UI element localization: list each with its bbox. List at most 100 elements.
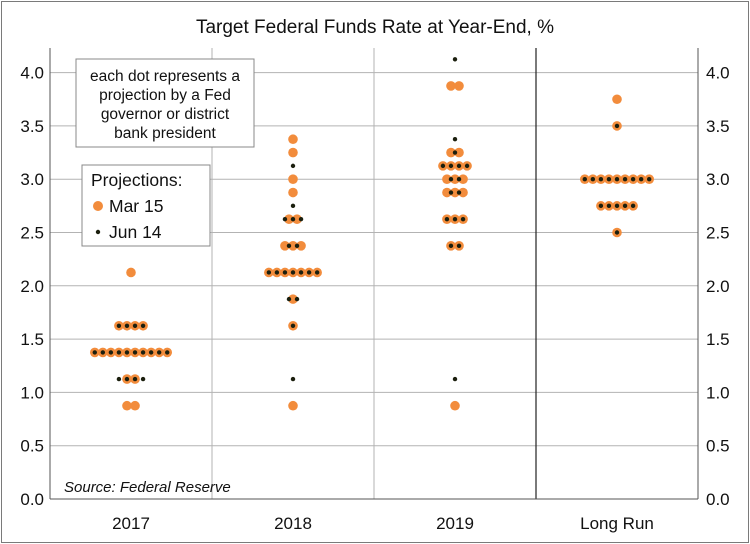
dot-jun-14 <box>452 150 458 155</box>
dot-mar-15 <box>126 267 136 278</box>
dot-jun-14 <box>298 216 304 222</box>
dot-jun-14 <box>286 243 292 249</box>
dot-jun-14 <box>614 177 620 182</box>
y-tick-label-left: 3.0 <box>20 170 44 189</box>
dot-jun-14 <box>630 203 636 209</box>
dot-mar-15 <box>458 174 468 184</box>
dot-mar-15 <box>454 81 464 91</box>
y-tick-label-right: 1.5 <box>706 330 730 349</box>
dot-jun-14 <box>456 163 462 169</box>
y-tick-label-left: 1.0 <box>20 383 44 402</box>
dot-jun-14 <box>630 177 636 182</box>
dot-jun-14 <box>614 230 620 235</box>
dot-mar-15 <box>292 214 302 224</box>
dot-jun-14 <box>124 323 130 328</box>
dot-jun-14 <box>290 376 296 382</box>
dot-jun-14 <box>306 270 312 275</box>
legend-label-mar-15: Mar 15 <box>109 196 163 216</box>
dot-jun-14 <box>124 350 130 355</box>
dot-jun-14 <box>290 163 296 169</box>
dot-mar-15 <box>288 294 298 304</box>
annotation-border <box>75 58 255 148</box>
dot-jun-14 <box>590 177 596 182</box>
dot-jun-14 <box>464 163 470 169</box>
legend-marker-jun-14 <box>95 229 101 235</box>
dot-mar-15 <box>450 187 460 198</box>
legend-marker-mar-15 <box>93 201 103 211</box>
dot-jun-14 <box>440 163 446 169</box>
x-tick-label: Long Run <box>580 514 654 533</box>
y-tick-label-right: 3.0 <box>706 170 730 189</box>
dot-jun-14 <box>448 177 454 182</box>
dot-mar-15 <box>130 400 140 411</box>
dot-jun-14 <box>165 350 170 355</box>
dot-mar-15 <box>296 241 306 251</box>
dot-jun-14 <box>452 137 458 142</box>
dot-mar-15 <box>446 81 456 91</box>
y-tick-label-right: 0.5 <box>706 437 730 456</box>
y-tick-label-left: 0.0 <box>20 490 44 509</box>
dot-mar-15 <box>442 187 452 198</box>
dot-jun-14 <box>456 190 462 195</box>
dot-jun-14 <box>614 203 620 209</box>
annotation-box: each dot represents a projection by a Fe… <box>75 58 255 148</box>
dot-jun-14 <box>606 177 612 182</box>
dot-jun-14 <box>614 123 620 129</box>
dot-mar-15 <box>284 214 294 224</box>
dot-mar-15 <box>280 241 290 251</box>
dot-jun-14 <box>448 163 454 169</box>
y-tick-label-left: 4.0 <box>20 64 44 83</box>
axes <box>49 48 699 500</box>
dot-jun-14 <box>266 270 272 275</box>
dot-mar-15 <box>446 147 456 158</box>
dot-jun-14 <box>148 350 154 355</box>
series-jun-14 <box>92 57 652 382</box>
dot-jun-14 <box>132 350 138 355</box>
legend-title: Projections: <box>91 170 182 190</box>
dot-jun-14 <box>647 177 652 182</box>
y-tick-label-left: 0.5 <box>20 437 44 456</box>
dot-mar-15 <box>450 174 460 184</box>
dot-mar-15 <box>442 174 452 184</box>
y-tick-label-left: 2.0 <box>20 277 44 296</box>
dot-jun-14 <box>274 270 280 275</box>
dot-mar-15 <box>454 147 464 158</box>
dot-jun-14 <box>294 243 300 249</box>
dot-jun-14 <box>140 323 146 328</box>
dot-jun-14 <box>290 216 296 222</box>
y-tick-label-right: 3.5 <box>706 117 730 136</box>
dot-jun-14 <box>100 350 106 355</box>
dot-jun-14 <box>140 350 146 355</box>
legend-border <box>81 164 211 247</box>
y-tick-label-right: 2.5 <box>706 224 730 243</box>
source-note: Source: Federal Reserve <box>64 479 231 496</box>
dot-jun-14 <box>452 376 458 382</box>
dot-mar-15 <box>450 400 460 411</box>
dot-mar-15 <box>458 187 468 198</box>
dot-jun-14 <box>286 296 292 302</box>
y-tick-label-left: 3.5 <box>20 117 44 136</box>
x-tick-label: 2019 <box>436 514 474 533</box>
legend: Projections: Mar 15 Jun 14 <box>81 164 211 247</box>
dot-jun-14 <box>638 177 644 182</box>
dot-jun-14 <box>444 216 450 222</box>
dot-jun-14 <box>290 203 296 209</box>
legend-label-jun-14: Jun 14 <box>109 222 162 242</box>
dot-jun-14 <box>452 216 458 222</box>
dot-jun-14 <box>116 323 122 328</box>
x-tick-label: 2017 <box>112 514 150 533</box>
dot-jun-14 <box>132 323 138 328</box>
dot-jun-14 <box>460 216 466 222</box>
dot-jun-14 <box>456 243 462 249</box>
dot-jun-14 <box>606 203 612 209</box>
dot-jun-14 <box>582 177 587 182</box>
dot-jun-14 <box>108 350 114 355</box>
annotation-line-2: projection by a Fed <box>99 87 231 104</box>
dot-jun-14 <box>132 376 138 382</box>
dot-jun-14 <box>298 270 304 275</box>
tick-labels: 0.0 0.0 0.5 0.5 1.0 1.0 1.5 1.5 2.0 2.0 2.5 2.5 3.0 3… <box>20 64 729 533</box>
dot-jun-14 <box>116 376 122 382</box>
dot-jun-14 <box>92 350 97 355</box>
dot-mar-15 <box>288 241 298 251</box>
